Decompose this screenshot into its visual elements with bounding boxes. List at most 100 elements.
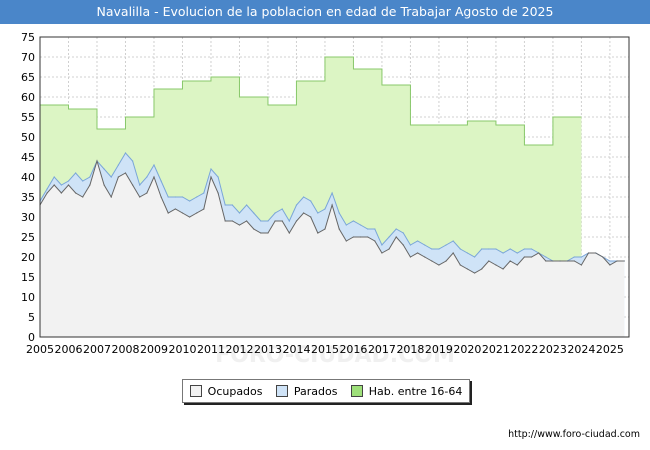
ocupados-point	[317, 232, 319, 234]
parados-point	[516, 252, 518, 254]
parados-point	[424, 244, 426, 246]
ocupados-point	[395, 236, 397, 238]
parados-point	[609, 260, 611, 262]
legend-swatch-parados	[275, 385, 288, 397]
ocupados-point	[274, 220, 276, 222]
ocupados-point	[53, 184, 55, 186]
ocupados-point	[509, 260, 511, 262]
ocupados-point	[459, 264, 461, 266]
parados-point	[452, 240, 454, 242]
ocupados-point	[623, 260, 625, 262]
ocupados-point	[359, 236, 362, 238]
legend-label-parados: Parados	[293, 384, 338, 398]
ocupados-point	[473, 272, 476, 274]
ocupados-point	[495, 264, 497, 266]
ocupados-point	[516, 264, 518, 266]
parados-point	[274, 212, 276, 214]
parados-point	[174, 196, 176, 198]
ocupados-point	[324, 228, 326, 230]
parados-point	[431, 248, 433, 250]
parados-point	[238, 212, 241, 214]
ocupados-point	[523, 256, 526, 258]
legend: Ocupados Parados Hab. entre 16-64	[182, 379, 470, 403]
legend-label-ocupados: Ocupados	[207, 384, 263, 398]
ocupados-point	[374, 240, 376, 242]
ocupados-point	[488, 260, 490, 262]
x-tick-label: 2005	[26, 343, 54, 356]
source-link[interactable]: http://www.foro-ciudad.com	[508, 429, 640, 440]
y-tick-label: 5	[28, 311, 35, 324]
ocupados-point	[352, 236, 355, 238]
parados-point	[124, 152, 127, 154]
x-tick-label: 2017	[368, 343, 396, 356]
ocupados-point	[538, 252, 540, 254]
ocupados-point	[559, 260, 561, 262]
ocupados-point	[602, 256, 604, 258]
parados-point	[352, 220, 355, 222]
parados-point	[210, 168, 212, 170]
ocupados-point	[203, 208, 205, 210]
parados-point	[288, 220, 290, 222]
ocupados-point	[60, 192, 62, 194]
parados-point	[189, 200, 191, 202]
parados-point	[160, 180, 162, 182]
legend-item-parados: Parados	[275, 384, 338, 398]
ocupados-point	[46, 192, 48, 194]
ocupados-point	[388, 248, 390, 250]
ocupados-point	[181, 212, 184, 214]
ocupados-area	[40, 161, 625, 337]
ocupados-point	[231, 220, 233, 222]
ocupados-point	[438, 264, 440, 266]
parados-point	[75, 172, 77, 174]
ocupados-point	[566, 260, 568, 262]
parados-point	[302, 196, 305, 198]
parados-point	[473, 256, 476, 258]
parados-point	[331, 192, 333, 194]
y-tick-label: 70	[21, 51, 35, 64]
parados-point	[181, 196, 184, 198]
ocupados-point	[75, 192, 77, 194]
parados-point	[132, 160, 134, 162]
parados-point	[466, 252, 469, 254]
y-tick-label: 10	[21, 291, 35, 304]
parados-point	[459, 248, 461, 250]
series-lines	[39, 56, 625, 274]
ocupados-point	[253, 228, 255, 230]
parados-point	[117, 164, 119, 166]
parados-point	[388, 236, 390, 238]
ocupados-point	[402, 244, 404, 246]
x-tick-labels: 2005 2006 2007 2008 2009 2010 2011 2012 2013 2014…	[26, 343, 624, 356]
parados-point	[153, 164, 155, 166]
ocupados-point	[67, 184, 70, 186]
x-tick-label: 2016	[339, 343, 367, 356]
parados-point	[402, 232, 404, 234]
parados-point	[580, 256, 583, 258]
ocupados-point	[174, 208, 176, 210]
parados-point	[196, 196, 198, 198]
ocupados-point	[281, 220, 283, 222]
parados-point	[338, 212, 340, 214]
ocupados-point	[616, 260, 618, 262]
watermark: FORO-CIUDAD.COM	[215, 343, 455, 368]
x-tick-label: 2007	[83, 343, 111, 356]
ocupados-point	[530, 256, 533, 258]
x-tick-label: 2012	[225, 343, 253, 356]
ocupados-point	[117, 176, 119, 178]
parados-point	[281, 208, 283, 210]
parados-point	[345, 224, 347, 226]
ocupados-point	[153, 176, 155, 178]
ocupados-point	[409, 256, 412, 258]
x-tick-label: 2024	[567, 343, 595, 356]
ocupados-point	[196, 212, 198, 214]
ocupados-point	[224, 220, 226, 222]
legend-item-hab: Hab. entre 16-64	[350, 385, 462, 398]
ocupados-point	[103, 184, 105, 186]
chart-svg: FORO-CIUDAD.COM 051015202530354045505560…	[21, 31, 630, 368]
ocupados-point	[132, 184, 134, 186]
parados-point	[217, 176, 219, 178]
parados-point	[317, 212, 319, 214]
ocupados-point	[338, 228, 340, 230]
ocupados-point	[580, 264, 583, 266]
parados-point	[267, 220, 269, 222]
parados-point	[573, 256, 575, 258]
